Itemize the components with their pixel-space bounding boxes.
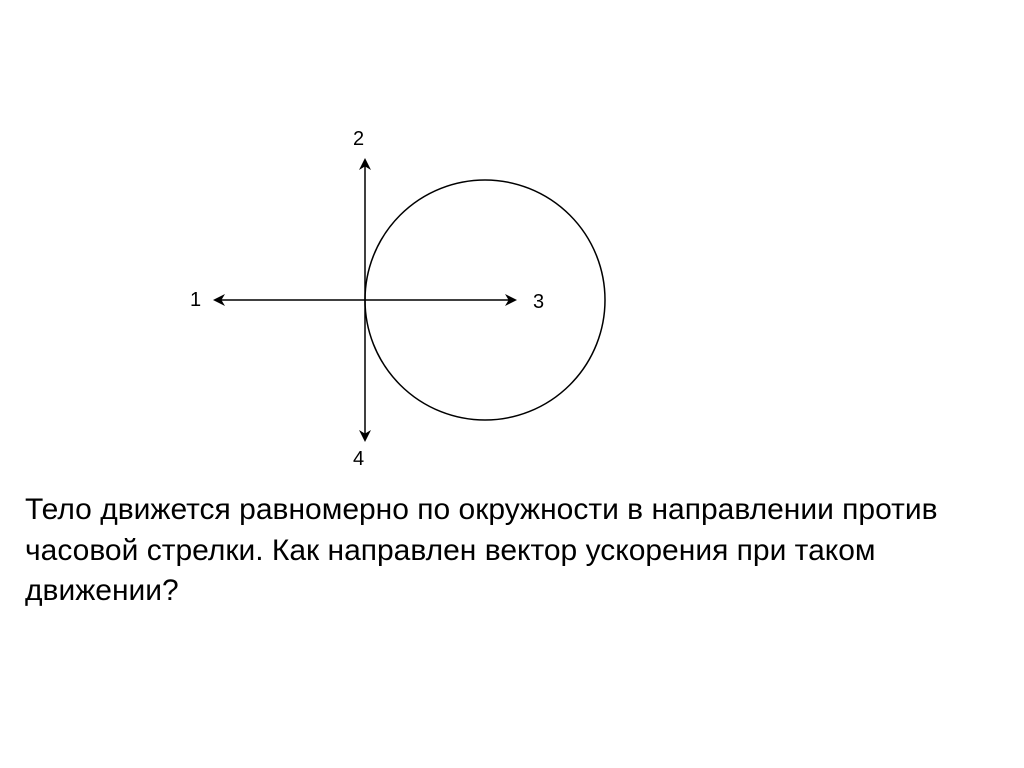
- physics-diagram: 1234: [160, 130, 640, 450]
- question-text: Тело движется равномерно по окружности в…: [25, 490, 999, 612]
- arrow-label-4: 4: [353, 448, 364, 470]
- arrow-label-2: 2: [353, 130, 364, 150]
- arrow-label-1: 1: [190, 289, 201, 311]
- arrow-label-3: 3: [533, 291, 544, 313]
- diagram-svg: 1 2 3 4: [160, 130, 640, 470]
